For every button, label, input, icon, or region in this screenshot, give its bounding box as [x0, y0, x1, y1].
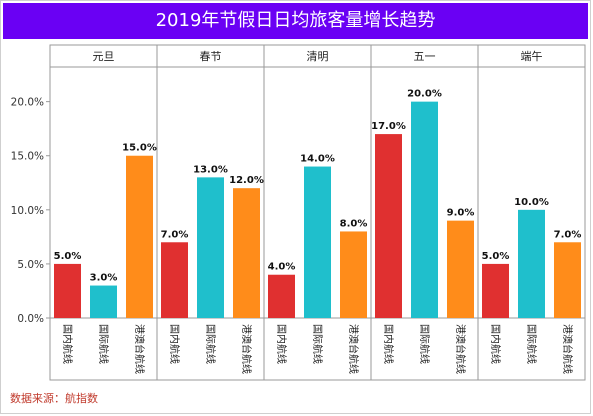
bar [90, 285, 117, 318]
category-label: 国际航线 [204, 324, 217, 364]
y-tick-label: 20.0% [11, 97, 44, 109]
bar-value-label: 15.0% [122, 143, 157, 154]
category-label: 国内航线 [382, 324, 395, 364]
bar-value-label: 5.0% [482, 251, 510, 262]
category-label: 国内航线 [168, 324, 181, 364]
category-label: 港澳台航线 [454, 324, 467, 374]
bar [161, 242, 188, 318]
bar [54, 263, 81, 318]
bar-value-label: 3.0% [90, 273, 118, 284]
category-label: 港澳台航线 [240, 324, 253, 374]
bar [411, 101, 438, 319]
bar [340, 231, 367, 318]
category-label: 国际航线 [418, 324, 431, 364]
y-tick-label: 15.0% [11, 151, 44, 163]
bar [304, 166, 331, 318]
plot-border [49, 44, 586, 381]
category-label: 港澳台航线 [561, 324, 574, 374]
group-header-label: 五一 [414, 50, 436, 63]
category-label: 国际航线 [97, 324, 110, 364]
bar-value-label: 20.0% [407, 89, 442, 100]
bar [375, 134, 402, 318]
bar [126, 155, 153, 318]
category-label: 国际航线 [525, 324, 538, 364]
bar-value-label: 10.0% [514, 197, 549, 208]
category-label: 港澳台航线 [347, 324, 360, 374]
bar [197, 177, 224, 318]
bar-value-label: 7.0% [161, 229, 189, 240]
group-header-label: 清明 [307, 50, 329, 63]
group-header-label: 春节 [200, 50, 222, 63]
bar [233, 188, 260, 318]
y-tick-label: 5.0% [17, 259, 44, 271]
group-header-label: 端午 [521, 50, 543, 63]
bar-value-label: 4.0% [268, 262, 296, 273]
bar-value-label: 14.0% [300, 154, 335, 165]
bar-value-label: 17.0% [371, 121, 406, 132]
bar-value-label: 12.0% [229, 175, 264, 186]
bar [518, 209, 545, 318]
bar-value-label: 7.0% [554, 229, 582, 240]
bar [554, 242, 581, 318]
category-label: 港澳台航线 [133, 324, 146, 374]
data-source-note: 数据来源：航指数 [10, 392, 98, 405]
bar [447, 220, 474, 318]
bar-value-label: 9.0% [447, 208, 475, 219]
bar [482, 263, 509, 318]
group-header-label: 元旦 [93, 50, 115, 63]
bar-value-label: 5.0% [54, 251, 82, 262]
category-label: 国内航线 [275, 324, 288, 364]
y-tick-label: 0.0% [17, 313, 44, 325]
category-label: 国际航线 [311, 324, 324, 364]
bar-value-label: 13.0% [193, 164, 228, 175]
category-label: 国内航线 [61, 324, 74, 364]
y-tick-label: 10.0% [11, 205, 44, 217]
bar [268, 274, 295, 318]
category-label: 国内航线 [489, 324, 502, 364]
chart-title: 2019年节假日日均旅客量增长趋势 [3, 3, 588, 39]
bar-value-label: 8.0% [340, 218, 368, 229]
